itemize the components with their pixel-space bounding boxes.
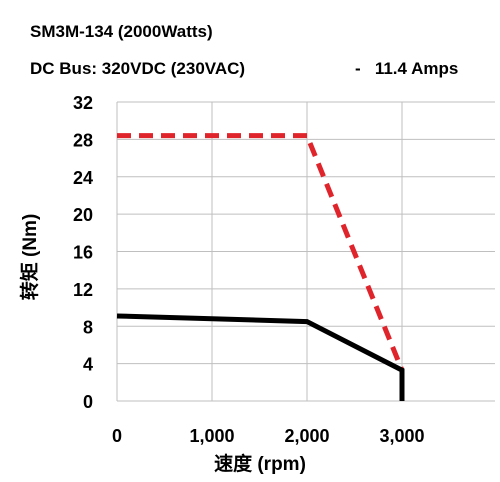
series-layer <box>116 133 405 402</box>
y-tick-label: 0 <box>83 392 93 412</box>
y-axis-ticks: 0 4 8 12 16 20 24 28 32 <box>73 93 93 412</box>
chart-subtitle-dc-bus: DC Bus: 320VDC (230VAC) <box>30 59 246 78</box>
y-axis-label: 转矩 (Nm) <box>18 214 41 301</box>
y-tick-label: 4 <box>83 355 93 375</box>
y-tick-label: 28 <box>73 130 93 150</box>
chart-subtitle-amps: - 11.4 Amps <box>355 59 459 78</box>
x-tick-label: 2,000 <box>284 426 329 446</box>
y-tick-label: 20 <box>73 205 93 225</box>
y-tick-label: 24 <box>73 168 93 188</box>
x-axis-label: 速度 (rpm) <box>214 452 306 475</box>
grid <box>116 101 495 402</box>
y-tick-label: 32 <box>73 93 93 113</box>
x-tick-label: 0 <box>112 426 122 446</box>
x-tick-label: 3,000 <box>379 426 424 446</box>
y-tick-label: 8 <box>83 317 93 337</box>
y-tick-label: 16 <box>73 243 93 263</box>
chart-title: SM3M-134 (2000Watts) <box>30 22 213 41</box>
continuous-torque-line <box>116 313 405 401</box>
peak-torque-line <box>117 133 405 372</box>
y-tick-label: 12 <box>73 280 93 300</box>
x-tick-label: 1,000 <box>189 426 234 446</box>
x-axis-ticks: 0 1,000 2,000 3,000 <box>112 426 425 446</box>
